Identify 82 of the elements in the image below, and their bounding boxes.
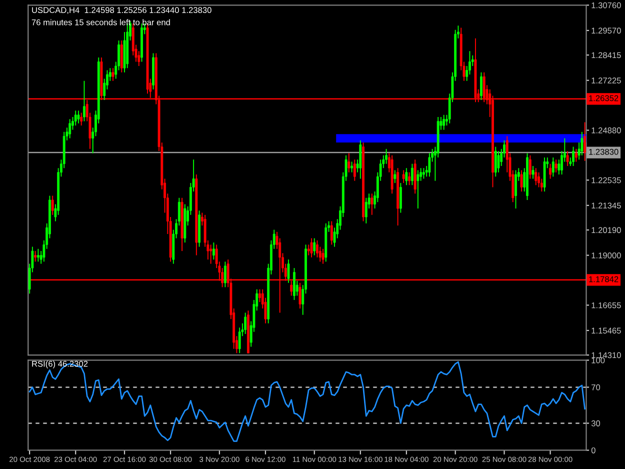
candlestick (566, 150, 569, 166)
y-tick-label: 1.28415 (592, 52, 621, 58)
chart-title: USDCAD,H4 1.24598 1.25256 1.23440 1.23830 (32, 7, 212, 14)
y-tick-label: 1.22535 (592, 177, 621, 184)
y-tick-label: 1.15465 (592, 328, 621, 334)
y-tick-label: 30 (591, 420, 600, 426)
candlestick (298, 282, 302, 309)
y-tick-label: 1.14310 (592, 352, 621, 358)
candlestick (572, 146, 575, 166)
candlestick (310, 238, 313, 258)
candlestick (422, 168, 425, 180)
candlestick (359, 140, 362, 180)
candlestick (385, 148, 388, 164)
candlestick (494, 146, 497, 178)
candlestick (36, 248, 40, 262)
candlestick (520, 170, 523, 192)
chart-title: RSI(6) 46.2302 (32, 360, 88, 368)
candlestick (77, 110, 80, 124)
candlestick (428, 152, 431, 178)
y-tick-label: 1.29570 (592, 28, 621, 34)
candlestick (330, 220, 333, 246)
ref-line-label: 1.17842 (589, 276, 618, 282)
candlestick (549, 163, 552, 180)
candlestick (514, 170, 517, 209)
candlestick (538, 172, 540, 188)
candlestick (554, 159, 558, 173)
candlestick (74, 110, 77, 126)
candlestick (80, 112, 83, 126)
candlestick (370, 193, 374, 216)
candlestick (580, 131, 584, 156)
candlestick (350, 161, 353, 173)
y-tick-label: 1.21345 (592, 202, 621, 209)
candlestick (307, 244, 310, 256)
candlestick (574, 148, 578, 162)
y-tick-label: 1.24880 (592, 127, 621, 134)
candlestick (238, 327, 241, 354)
candlestick (212, 242, 215, 260)
candlestick (353, 159, 356, 182)
candlestick (532, 165, 534, 180)
candlestick (322, 248, 324, 264)
candlestick (480, 72, 482, 101)
candlestick (287, 259, 290, 284)
candlestick (313, 238, 316, 256)
candlestick (402, 170, 405, 184)
candlestick (534, 168, 538, 186)
candlestick (364, 197, 368, 224)
candlestick (244, 312, 247, 334)
y-tick-label: 1.27225 (592, 78, 621, 84)
candlestick (68, 118, 72, 139)
candlestick (34, 250, 37, 262)
candlestick (416, 170, 420, 209)
y-tick-label: 0 (591, 447, 596, 454)
candlestick (394, 170, 396, 184)
candlestick (399, 182, 402, 214)
candlestick (348, 152, 350, 173)
candlestick (410, 163, 414, 186)
candlestick (210, 244, 212, 264)
text: 76 minutes 15 seconds left to bar end (32, 19, 170, 26)
ref-line-label: 1.26352 (589, 95, 618, 102)
candlestick (120, 40, 123, 73)
y-tick-label: 1.20190 (592, 227, 621, 234)
candlestick (408, 172, 411, 186)
y-tick-label: 100 (592, 357, 605, 364)
candlestick (584, 122, 586, 162)
ref-line-label: 1.23830 (589, 148, 618, 155)
candlestick (442, 114, 446, 130)
y-tick-label: 1.30760 (592, 2, 621, 8)
candlestick (558, 159, 560, 175)
candlestick (258, 288, 261, 303)
y-tick-label: 1.16655 (592, 302, 621, 308)
candlestick (51, 195, 54, 216)
candlestick (316, 240, 318, 258)
candlestick (293, 268, 296, 300)
candlestick (497, 150, 500, 173)
y-tick-label: 70 (592, 384, 600, 390)
candlestick (112, 68, 114, 82)
candlestick (224, 261, 226, 288)
y-tick-label: 1.19000 (592, 252, 621, 258)
candlestick (83, 80, 86, 122)
candlestick (405, 168, 408, 186)
candlestick (552, 156, 554, 178)
candlestick (528, 154, 532, 180)
